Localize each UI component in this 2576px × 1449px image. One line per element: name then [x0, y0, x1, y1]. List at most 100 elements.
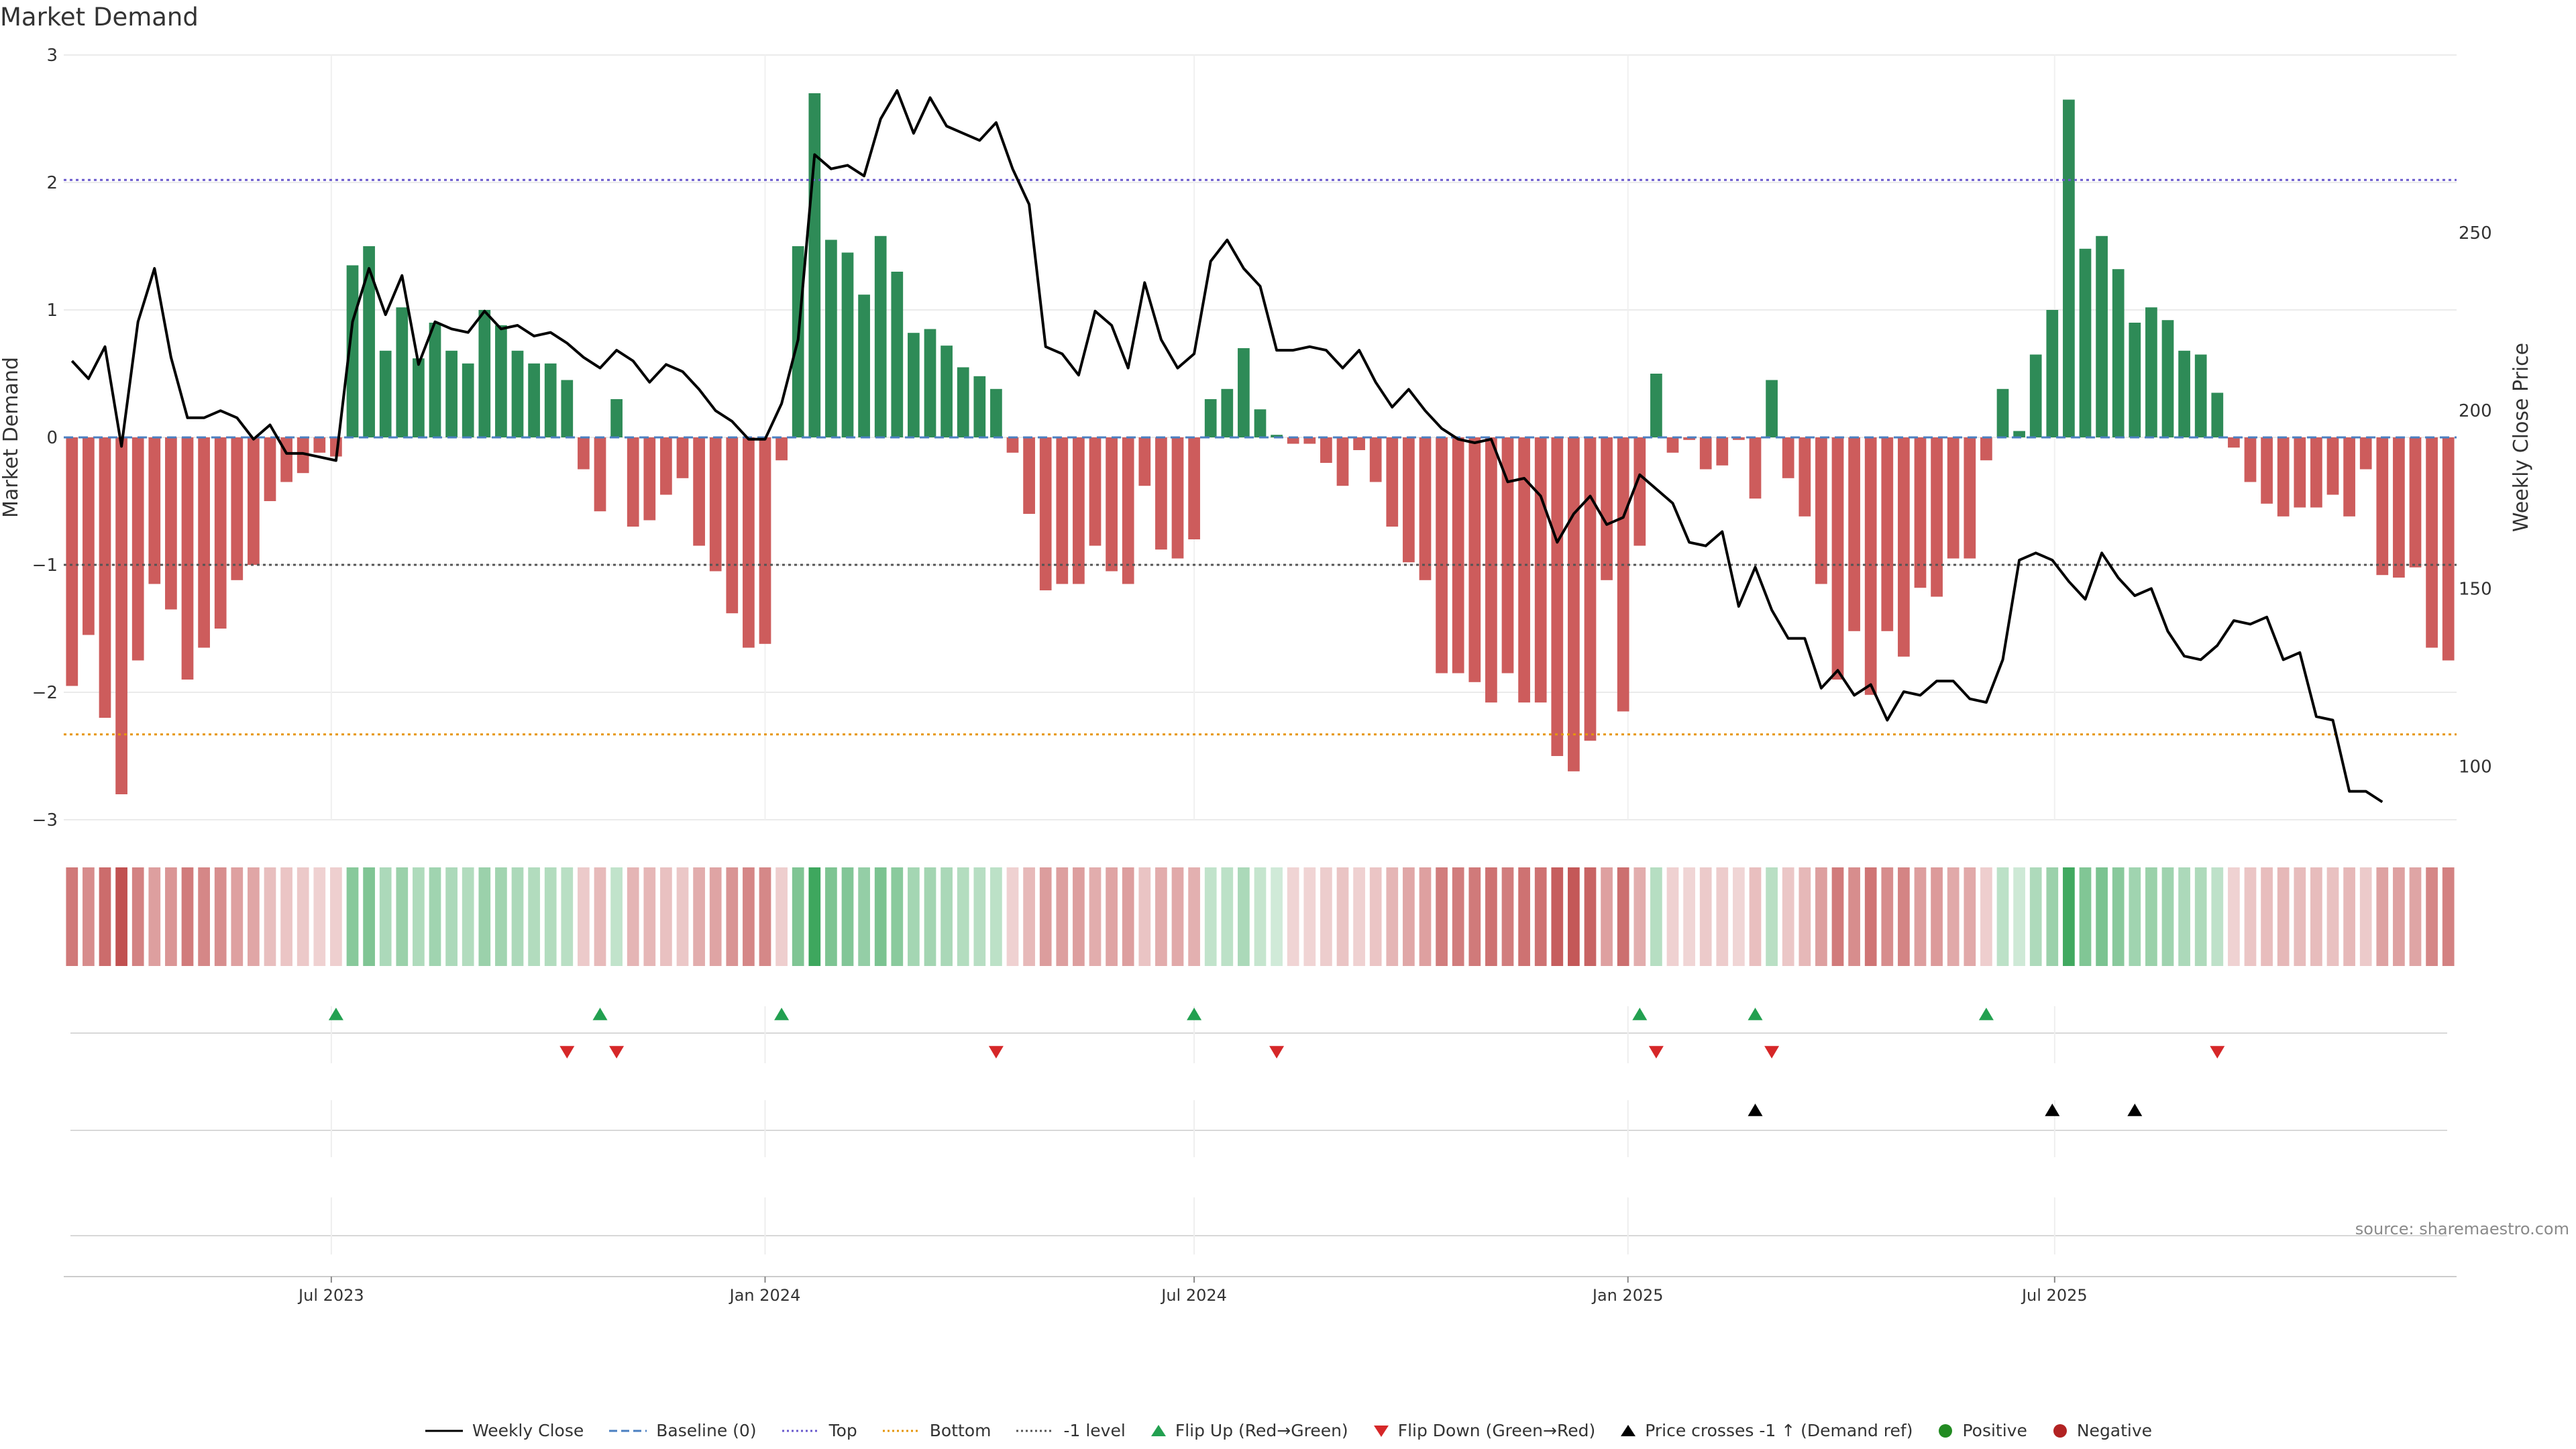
heat-cell	[808, 867, 821, 966]
heat-cell	[1122, 867, 1134, 966]
heat-cell	[1006, 867, 1019, 966]
demand-bar	[610, 399, 623, 437]
demand-bar	[2294, 437, 2306, 508]
demand-bar	[2310, 437, 2322, 508]
heat-cell	[1271, 867, 1283, 966]
demand-bar	[1386, 437, 1399, 527]
heat-cell	[2178, 867, 2190, 966]
demand-bar	[2129, 323, 2141, 437]
demand-bar	[1799, 437, 1811, 517]
y-tick-label: 1	[46, 301, 58, 321]
heat-cell	[1303, 867, 1316, 966]
demand-bar	[1039, 437, 1052, 590]
demand-bar	[1204, 399, 1217, 437]
demand-bar	[990, 388, 1002, 437]
demand-bar	[1650, 374, 1662, 437]
demand-bar	[1766, 380, 1778, 437]
heat-cell	[676, 867, 689, 966]
demand-bar	[1501, 437, 1514, 674]
demand-bar	[214, 437, 227, 629]
legend-label: Top	[828, 1421, 857, 1440]
heat-cell	[264, 867, 276, 966]
legend-swatch	[1373, 1425, 1389, 1437]
heat-cell	[1171, 867, 1184, 966]
heat-cell	[1733, 867, 1745, 966]
demand-bar	[660, 437, 672, 495]
y-tick-label: −3	[32, 810, 58, 830]
heat-cell	[2277, 867, 2290, 966]
source-credit: source: sharemaestro.com	[2355, 1220, 2569, 1238]
demand-bar	[1271, 435, 1283, 437]
heat-cell	[1023, 867, 1035, 966]
heat-cell	[1254, 867, 1267, 966]
y-tick-label: −2	[32, 683, 58, 703]
heat-cell	[115, 867, 127, 966]
demand-bar	[1864, 437, 1877, 695]
heat-cell	[1188, 867, 1200, 966]
y-tick-label: 0	[46, 428, 58, 448]
heat-cell	[1056, 867, 1069, 966]
heat-cell	[990, 867, 1002, 966]
heat-cell	[1914, 867, 1927, 966]
heat-cell	[2228, 867, 2240, 966]
heat-cell	[1403, 867, 1415, 966]
demand-bar	[1436, 437, 1448, 674]
heat-cell	[379, 867, 392, 966]
demand-bar	[1238, 348, 1250, 437]
heat-cell	[148, 867, 161, 966]
heat-cell	[2194, 867, 2207, 966]
demand-bar	[2409, 437, 2422, 568]
heat-cell	[1106, 867, 1118, 966]
legend-item: Bottom	[881, 1421, 991, 1440]
heat-cell	[874, 867, 887, 966]
heat-cell	[1947, 867, 1960, 966]
flip-down-marker	[1269, 1046, 1285, 1059]
heat-cell	[1073, 867, 1085, 966]
demand-bar	[908, 333, 920, 437]
demand-bar	[2393, 437, 2405, 578]
demand-bar	[413, 358, 425, 437]
legend-item: Weekly Close	[424, 1421, 584, 1440]
demand-bar	[1683, 437, 1695, 440]
heat-cell	[1650, 867, 1662, 966]
demand-bar	[561, 380, 574, 437]
demand-bar	[924, 329, 936, 437]
demand-bar	[726, 437, 739, 614]
legend-swatch	[1150, 1424, 1166, 1436]
heat-cell	[578, 867, 590, 966]
demand-bar	[1980, 437, 1992, 461]
heat-cell	[396, 867, 409, 966]
demand-bar	[2277, 437, 2290, 517]
y2-tick-label: 150	[2459, 579, 2492, 599]
heat-cell	[627, 867, 639, 966]
x-tick-label: Jan 2025	[1591, 1286, 1664, 1305]
heat-cell	[1848, 867, 1860, 966]
heat-cell	[2096, 867, 2108, 966]
demand-bar	[1403, 437, 1415, 563]
heat-cell	[99, 867, 111, 966]
heat-cell	[693, 867, 705, 966]
demand-bar	[2326, 437, 2339, 495]
demand-bar	[1898, 437, 1910, 657]
demand-bar	[297, 437, 309, 474]
heat-cell	[1419, 867, 1432, 966]
demand-bar	[165, 437, 177, 610]
demand-bar	[264, 437, 276, 501]
heat-cell	[131, 867, 144, 966]
demand-bar	[1534, 437, 1547, 703]
legend-item: -1 level	[1015, 1421, 1126, 1440]
demand-bar	[115, 437, 127, 794]
flip-up-marker	[592, 1008, 608, 1020]
legend-swatch	[425, 1430, 463, 1432]
heat-cell	[544, 867, 557, 966]
demand-bar	[825, 239, 837, 437]
demand-bar	[1073, 437, 1085, 584]
heat-cell	[1716, 867, 1729, 966]
demand-bar	[1518, 437, 1530, 703]
heat-cell	[825, 867, 837, 966]
heat-cell	[1436, 867, 1448, 966]
heat-cell	[726, 867, 739, 966]
heat-cell	[792, 867, 804, 966]
legend-label: Flip Down (Green→Red)	[1397, 1421, 1596, 1440]
legend-item: Positive	[1937, 1421, 2027, 1440]
